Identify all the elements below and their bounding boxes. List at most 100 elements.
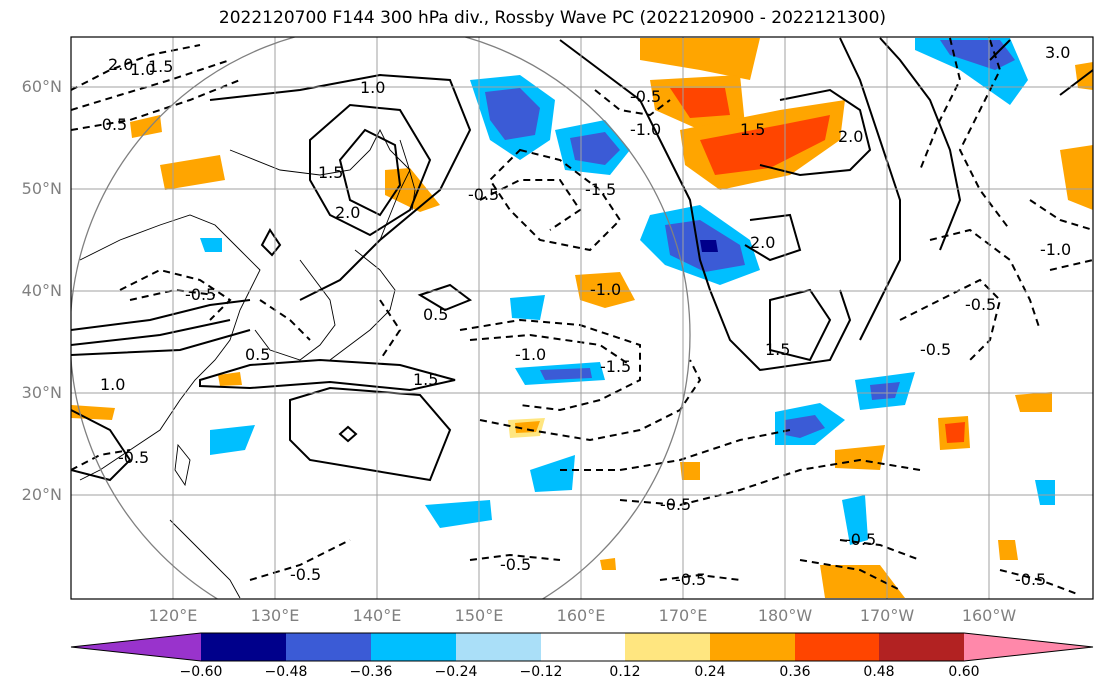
colorbar-tick-label: 0.48 xyxy=(863,664,895,680)
colorbar-tick-label: −0.48 xyxy=(264,664,308,680)
reference-circle xyxy=(71,37,691,599)
contour-label: 2.0 xyxy=(838,127,863,146)
lon-label: 150°E xyxy=(454,606,504,625)
contour-label: 0.5 xyxy=(423,305,448,324)
lat-label: 40°N xyxy=(21,281,62,300)
contour-label: 1.5 xyxy=(740,120,765,139)
contour-label: 2.0 xyxy=(750,233,775,252)
lat-label: 60°N xyxy=(21,77,62,96)
contour-label: -1.0 xyxy=(515,345,546,364)
shade-patch xyxy=(510,295,545,320)
colorbar-segment xyxy=(625,633,710,661)
shade-patch xyxy=(218,372,242,386)
contour-label: -0.5 xyxy=(118,448,149,467)
shade-patch xyxy=(945,422,965,443)
contour-label: -0.5 xyxy=(965,295,996,314)
contour-label: -0.5 xyxy=(920,340,951,359)
divergence-shading xyxy=(71,38,1093,598)
contour-label: -0.5 xyxy=(468,185,499,204)
lon-label: 160°E xyxy=(556,606,606,625)
colorbar-tick-label: 0.12 xyxy=(609,664,641,680)
shade-patch xyxy=(835,445,885,470)
coastlines xyxy=(79,128,416,599)
lon-label: 120°E xyxy=(148,606,198,625)
colorbar-tick-label: −0.24 xyxy=(434,664,478,680)
contour-label: 2.0 xyxy=(108,55,133,74)
contour-label: -1.0 xyxy=(590,280,621,299)
colorbar xyxy=(70,632,1094,662)
colorbar-segment xyxy=(71,633,201,661)
shade-patch xyxy=(540,368,592,380)
shade-patch xyxy=(575,272,635,308)
map-frame xyxy=(70,36,1094,600)
contour-label: 0.5 xyxy=(245,345,270,364)
shade-patch xyxy=(485,88,540,140)
contour-label: 2.0 xyxy=(335,203,360,222)
colorbar-segment xyxy=(795,633,879,661)
contour-label: -0.5 xyxy=(185,285,216,304)
shade-patch xyxy=(130,115,162,138)
colorbar-segment xyxy=(879,633,964,661)
shade-patch xyxy=(670,88,730,118)
contour-label: 1.5 xyxy=(148,57,173,76)
lat-label: 30°N xyxy=(21,383,62,402)
map-title: 2022120700 F144 300 hPa div., Rossby Wav… xyxy=(218,8,887,28)
shade-patch xyxy=(570,132,620,165)
colorbar-segment xyxy=(456,633,541,661)
colorbar-outline xyxy=(70,632,1094,662)
lon-label: 130°E xyxy=(250,606,300,625)
shade-patch xyxy=(1015,392,1052,412)
colorbar-segment xyxy=(710,633,795,661)
shade-patch xyxy=(680,462,700,480)
shade-patch xyxy=(1035,480,1055,505)
colorbar-segment xyxy=(286,633,371,661)
lon-label: 170°E xyxy=(658,606,708,625)
contour-label: -0.5 xyxy=(290,565,321,584)
colorbar-segment xyxy=(964,633,1093,661)
contour-label-layer: 2.0 1.5 1.0 -0.5 1.0 1.5 2.0 -0.5 0.5 -0… xyxy=(96,43,1071,589)
shade-patch xyxy=(160,155,225,190)
contour-label: 1.0 xyxy=(360,78,385,97)
lon-label: 180°W xyxy=(757,606,813,625)
contour-label: 1.0 xyxy=(130,60,155,79)
contour-label: -0.5 xyxy=(675,570,706,589)
contour-label: -0.5 xyxy=(845,530,876,549)
contour-label: 3.0 xyxy=(1045,43,1070,62)
contour-label: -1.0 xyxy=(630,120,661,139)
graticule xyxy=(71,37,1093,599)
shade-patch xyxy=(200,238,222,252)
contour-label: -1.5 xyxy=(585,180,616,199)
shade-patch xyxy=(700,115,830,175)
contour-label: -1.5 xyxy=(600,357,631,376)
contour-label: -1.0 xyxy=(1040,240,1071,259)
lon-label: 160°W xyxy=(961,606,1017,625)
shade-patch xyxy=(700,240,718,252)
colorbar-segment xyxy=(541,633,625,661)
shade-patch xyxy=(940,40,1015,70)
contour-label: 1.5 xyxy=(765,340,790,359)
colorbar-segment xyxy=(371,633,456,661)
shade-patch xyxy=(640,38,760,80)
lon-label: 140°E xyxy=(352,606,402,625)
contour-label: -0.5 xyxy=(660,495,691,514)
colorbar-tick-label: −0.12 xyxy=(519,664,563,680)
colorbar-segment xyxy=(201,633,286,661)
shade-patch xyxy=(820,565,905,598)
colorbar-tick-label: −0.60 xyxy=(179,664,223,680)
colorbar-tick-label: 0.24 xyxy=(694,664,726,680)
lon-label: 170°W xyxy=(859,606,915,625)
positive-contours xyxy=(71,37,1093,482)
shade-patch xyxy=(998,540,1018,560)
shade-patch xyxy=(870,382,900,400)
shade-patch xyxy=(1060,145,1093,210)
shade-patch xyxy=(210,425,255,455)
contour-label: 1.0 xyxy=(100,375,125,394)
lat-label: 20°N xyxy=(21,485,62,504)
shade-patch xyxy=(842,495,868,545)
shade-patch xyxy=(785,415,825,438)
colorbar-tick-label: 0.60 xyxy=(948,664,980,680)
lat-label: 50°N xyxy=(21,179,62,198)
contour-label: -0.5 xyxy=(96,115,127,134)
colorbar-tick-label: 0.36 xyxy=(779,664,811,680)
shade-patch xyxy=(530,455,575,492)
